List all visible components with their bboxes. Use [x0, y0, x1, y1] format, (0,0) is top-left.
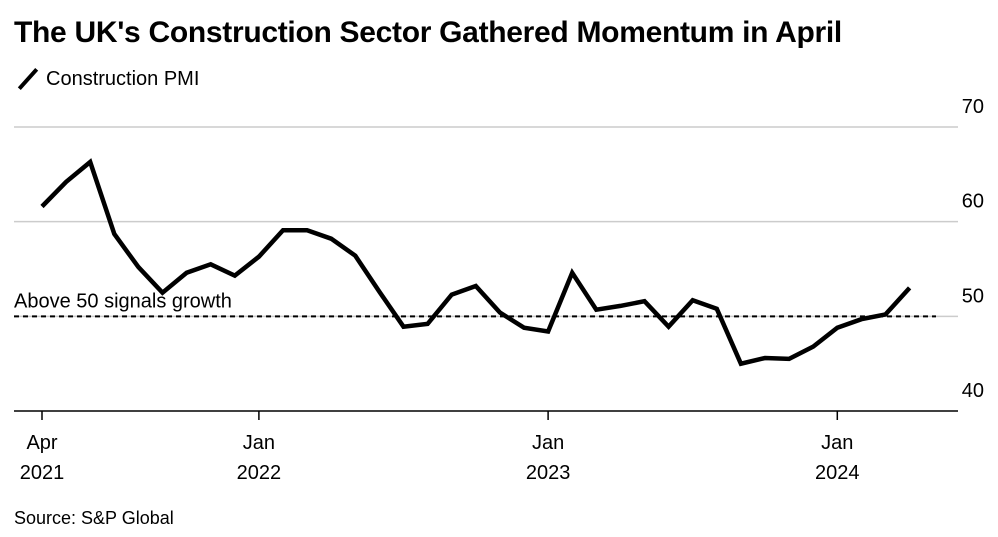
x-tick-label-month-2024-01: Jan — [821, 432, 853, 454]
y-tick-label-40: 40 — [962, 380, 984, 402]
x-tick-label-month-2023-01: Jan — [532, 432, 564, 454]
x-tick-label-year-2024-01: 2024 — [815, 462, 860, 484]
y-tick-label-50: 50 — [962, 285, 984, 307]
y-tick-label-70: 70 — [962, 96, 984, 118]
y-tick-label-60: 60 — [962, 191, 984, 213]
x-tick-label-year-2023-01: 2023 — [526, 462, 571, 484]
chart-legend: Construction PMI — [16, 66, 199, 92]
legend-label: Construction PMI — [46, 67, 200, 90]
x-tick-label-month-2022-01: Jan — [243, 432, 275, 454]
x-tick-label-year-2022-01: 2022 — [237, 462, 282, 484]
chart-title: The UK's Construction Sector Gathered Mo… — [14, 16, 842, 49]
x-tick-label-month-2021-04: Apr — [26, 432, 57, 454]
x-tick-label-year-2021-04: 2021 — [20, 462, 65, 484]
reference-line-label: Above 50 signals growth — [14, 290, 232, 312]
source-note: Source: S&P Global — [14, 508, 174, 528]
series-line-0 — [40, 158, 912, 367]
